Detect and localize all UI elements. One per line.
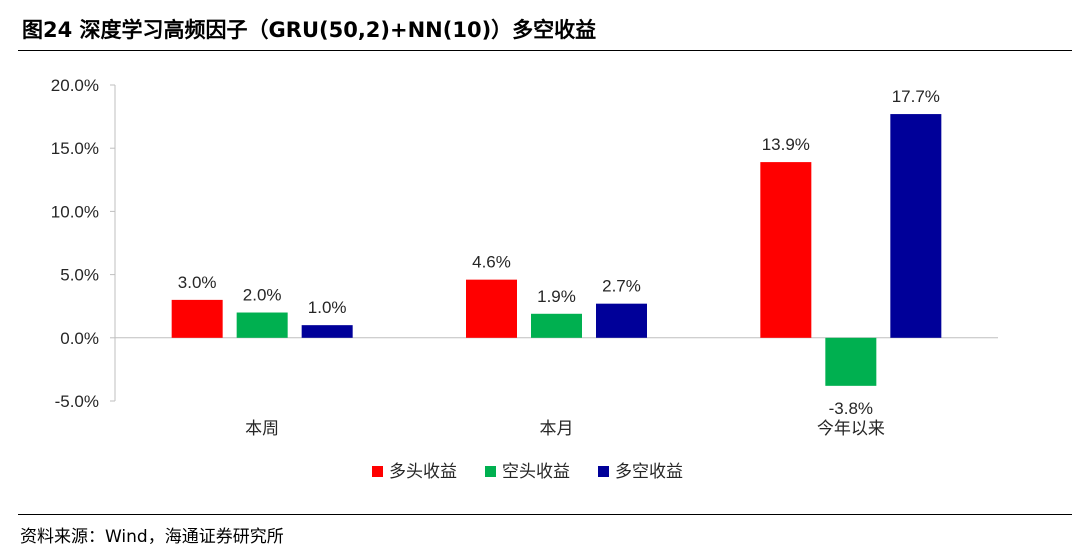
bar-1 <box>760 162 812 338</box>
bar-2 <box>825 337 877 386</box>
legend-swatch <box>598 466 609 477</box>
chart-bars: 3.0% 2.0% 1.0% 4.6% 1.9% 2.7% 13.9% -3.8% 17.7% <box>171 87 942 418</box>
bar-3 <box>890 114 942 338</box>
bar-3 <box>596 303 647 338</box>
bar-2 <box>531 313 582 338</box>
bar-value-label: 4.6% <box>472 253 511 272</box>
bar-value-label: 3.0% <box>178 273 217 292</box>
bar-2 <box>236 312 288 338</box>
x-category-label: 今年以来 <box>817 419 885 438</box>
y-tick-label: 10.0% <box>51 202 99 221</box>
y-tick-label: 5.0% <box>60 266 99 285</box>
legend-label: 多头收益 <box>389 462 457 481</box>
bar-1 <box>466 279 517 338</box>
y-tick-label: 0.0% <box>60 329 99 348</box>
bar-3 <box>301 325 353 338</box>
y-tick-label: 15.0% <box>51 139 99 158</box>
bar-value-label: -3.8% <box>829 399 873 418</box>
bar-chart: 20.0% 15.0% 10.0% 5.0% 0.0% -5.0% 本周 本月 今年以来 3.0… <box>51 76 998 481</box>
source-note: 资料来源：Wind，海通证券研究所 <box>20 527 284 547</box>
y-tick-label: -5.0% <box>55 392 99 411</box>
figure-title: 图24 深度学习高频因子（GRU(50,2)+NN(10)）多空收益 <box>22 18 597 42</box>
title-rule <box>18 50 1072 51</box>
bar-value-label: 2.0% <box>243 286 282 305</box>
y-tick-label: 20.0% <box>51 76 99 95</box>
legend-label: 多空收益 <box>615 462 683 481</box>
x-category-label: 本月 <box>540 419 574 438</box>
bar-value-label: 1.9% <box>537 287 576 306</box>
source-rule <box>18 514 1072 515</box>
bar-value-label: 1.0% <box>308 298 347 317</box>
x-category-label: 本周 <box>245 419 279 438</box>
bar-1 <box>171 299 223 338</box>
chart-legend: 多头收益 空头收益 多空收益 <box>372 462 683 481</box>
bar-value-label: 17.7% <box>892 87 940 106</box>
bar-value-label: 2.7% <box>602 277 641 296</box>
bar-value-label: 13.9% <box>762 135 810 154</box>
legend-swatch <box>372 466 383 477</box>
legend-label: 空头收益 <box>502 462 570 481</box>
legend-swatch <box>485 466 496 477</box>
